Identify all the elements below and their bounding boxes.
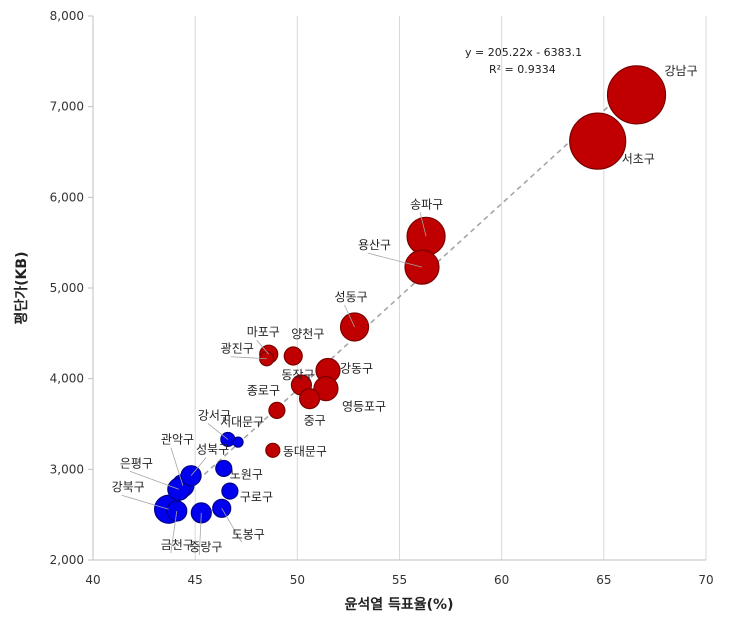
data-point: 서초구 bbox=[569, 112, 627, 170]
point-label: 서대문구 bbox=[220, 415, 264, 429]
y-tick-label: 7,000 bbox=[50, 100, 84, 114]
x-tick-label: 70 bbox=[698, 573, 713, 587]
point-label: 은평구 bbox=[120, 456, 153, 470]
label-leader bbox=[221, 508, 243, 543]
point-label: 노원구 bbox=[230, 467, 263, 481]
point-label: 성동구 bbox=[335, 290, 368, 304]
label-leader bbox=[419, 212, 427, 237]
x-axis-title: 윤석열 득표율(%) bbox=[345, 596, 454, 613]
label-leader bbox=[207, 423, 229, 440]
point-label: 도봉구 bbox=[232, 527, 265, 541]
data-point: 영등포구 bbox=[313, 376, 339, 402]
y-tick-label: 3,000 bbox=[50, 462, 84, 476]
point-label: 서초구 bbox=[622, 152, 655, 166]
x-tick-label: 55 bbox=[392, 573, 407, 587]
trend-equation: y = 205.22x - 6383.1 bbox=[465, 46, 582, 59]
data-point: 노원구 bbox=[215, 459, 233, 478]
label-leader bbox=[170, 447, 184, 486]
data-points: 강남구서초구송파구용산구성동구강북구강동구영등포구관악구은평구동작구중구성북구금… bbox=[154, 65, 667, 524]
label-leader bbox=[256, 339, 270, 355]
point-label: 중구 bbox=[304, 414, 326, 428]
point-label: 종로구 bbox=[247, 383, 280, 397]
point-label: 강동구 bbox=[340, 362, 373, 376]
point-labels: 강남구서초구송파구용산구성동구마포구광진구양천구강동구동작구영등포구중구종로구동… bbox=[112, 64, 698, 555]
point-label: 동대문구 bbox=[283, 444, 327, 458]
point-label: 금천구 bbox=[161, 537, 194, 552]
y-tick-label: 5,000 bbox=[50, 281, 84, 295]
point-label: 성북구 bbox=[196, 443, 229, 457]
point-label: 구로구 bbox=[240, 490, 273, 504]
trendline bbox=[163, 82, 636, 512]
data-point: 중구 bbox=[298, 388, 321, 410]
data-point: 종로구 bbox=[268, 401, 286, 419]
point-label: 강남구 bbox=[665, 64, 698, 78]
trendline-path bbox=[163, 82, 636, 512]
point-label: 영등포구 bbox=[342, 400, 386, 414]
label-leader bbox=[129, 470, 179, 490]
data-point: 구로구 bbox=[221, 482, 239, 500]
axes: 40 45 50 55 60 65 70 2,000 3,000 4,000 5,000 6,000 7… bbox=[50, 9, 714, 587]
x-tick-label: 50 bbox=[290, 573, 305, 587]
point-label: 강북구 bbox=[112, 480, 145, 494]
label-leader bbox=[198, 512, 202, 555]
point-label: 강서구 bbox=[198, 408, 231, 422]
data-point: 강남구 bbox=[606, 65, 667, 125]
label-leader bbox=[170, 510, 178, 554]
point-label: 용산구 bbox=[358, 238, 391, 252]
data-point: 동대문구 bbox=[265, 442, 281, 458]
x-tick-label: 45 bbox=[188, 573, 203, 587]
point-label: 송파구 bbox=[410, 197, 443, 211]
label-leader bbox=[344, 304, 355, 328]
trend-r-squared: R² = 0.9334 bbox=[489, 63, 556, 76]
point-label: 양천구 bbox=[291, 326, 324, 341]
y-tick-label: 4,000 bbox=[50, 372, 84, 386]
x-tick-label: 40 bbox=[85, 573, 100, 587]
point-label: 마포구 bbox=[247, 325, 280, 339]
label-leader bbox=[121, 494, 169, 510]
point-label: 중랑구 bbox=[189, 540, 222, 554]
y-tick-label: 2,000 bbox=[50, 553, 84, 567]
x-tick-label: 60 bbox=[494, 573, 509, 587]
point-label: 광진구 bbox=[221, 342, 254, 356]
y-tick-label: 8,000 bbox=[50, 9, 84, 23]
data-point: 양천구 bbox=[283, 346, 303, 366]
label-leader bbox=[230, 356, 267, 360]
label-leader bbox=[190, 457, 207, 476]
data-point: 서대문구 bbox=[232, 436, 244, 448]
label-leader bbox=[367, 252, 423, 268]
point-label: 동작구 bbox=[281, 368, 314, 382]
x-tick-label: 65 bbox=[596, 573, 611, 587]
y-axis-title: 평단가(KB) bbox=[13, 252, 30, 325]
y-tick-label: 6,000 bbox=[50, 190, 84, 204]
point-label: 관악구 bbox=[161, 433, 194, 447]
